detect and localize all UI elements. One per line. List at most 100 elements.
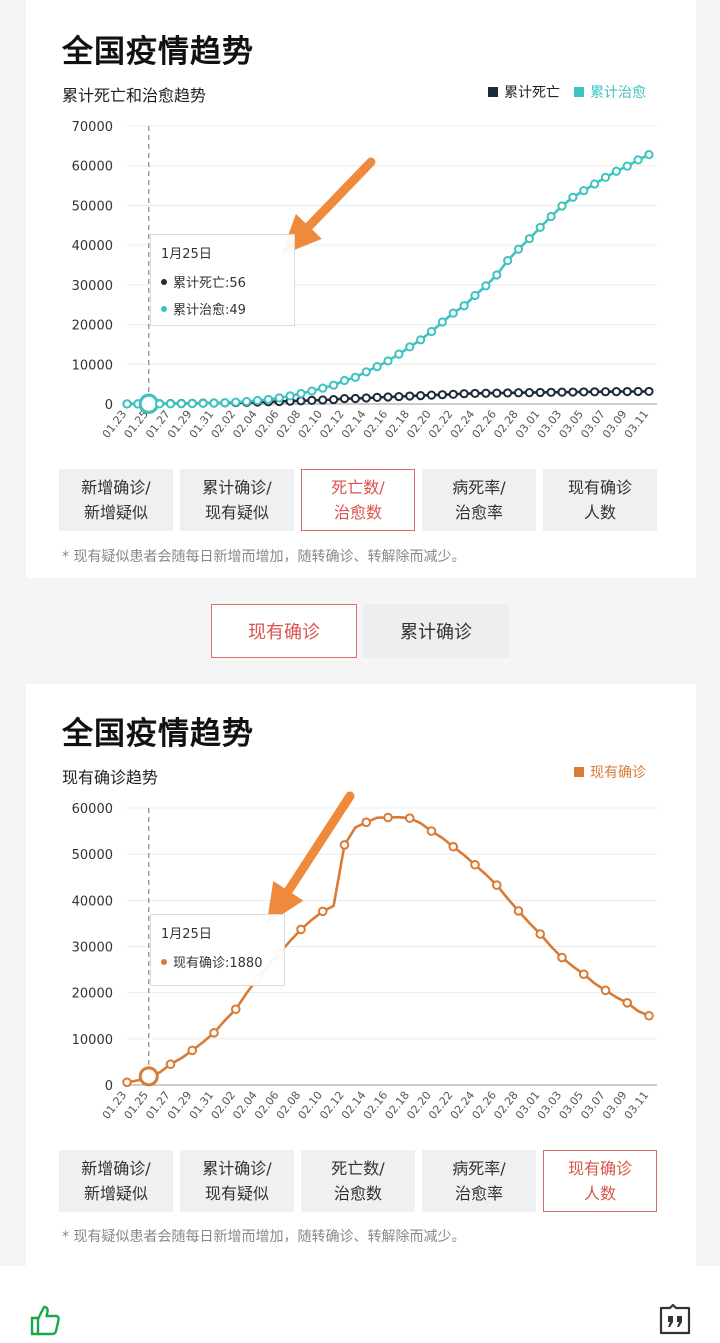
chart-tooltip: 1月25日 累计死亡:56 累计治愈:49 [150,234,295,326]
data-point [568,387,578,397]
data-point [568,192,578,202]
data-point [404,813,415,823]
data-point [633,155,643,165]
y-tick-label: 50000 [72,199,113,214]
data-point [339,375,350,386]
data-point [557,952,567,963]
data-point [405,391,415,401]
data-point [405,342,415,352]
data-point [122,1077,132,1088]
data-point [394,349,404,359]
quote-comment-icon[interactable] [658,1304,692,1336]
thumbs-up-icon[interactable] [28,1303,62,1337]
tab-cumulative-confirmed[interactable]: 累计确诊 [363,604,509,658]
data-point [307,395,317,405]
data-point [318,395,328,405]
tooltip-value: 现有确诊:1880 [173,956,263,971]
y-tick-label: 0 [105,1079,113,1094]
y-tick-label: 10000 [72,358,113,373]
footnote: * 现有疑似患者会随每日新增而增加，随转确诊、转解除而减少。 [62,549,466,565]
metric-button-row: 新增确诊/ 新增疑似 累计确诊/ 现有疑似 死亡数/ 治愈数 病死率/ 治愈率 … [59,1150,657,1212]
tab-current-confirmed[interactable]: 现有确诊 [211,604,357,658]
data-point [416,390,426,401]
data-point [546,387,556,397]
data-point [535,222,545,233]
view-tabs: 现有确诊 累计确诊 [211,604,509,658]
data-point [350,393,360,404]
current-confirmed-line-chart[interactable]: 010000200003000040000500006000001.2301.2… [26,684,696,1144]
data-point [448,389,458,399]
data-point [579,387,589,397]
legend-label: 累计治愈 [590,85,646,101]
data-point [491,880,502,890]
data-point [339,840,350,850]
data-point [329,394,339,405]
legend-label: 累计死亡 [504,85,560,101]
highlight-point [138,1066,159,1087]
data-point [372,392,382,402]
deaths-cures-line-chart[interactable]: 01000020000300004000050000600007000001.2… [26,0,696,460]
data-point [524,388,534,398]
data-point [383,812,393,823]
data-point [459,301,469,311]
data-point [600,387,611,397]
metric-button-cumulative[interactable]: 累计确诊/ 现有疑似 [180,469,294,531]
data-point [209,398,219,408]
metric-button-current[interactable]: 现有确诊 人数 [543,1150,657,1212]
data-point [187,1045,198,1056]
data-point [644,386,654,397]
metric-button-current[interactable]: 现有确诊 人数 [543,469,657,531]
data-point [274,393,284,403]
legend-item-deaths[interactable]: 累计死亡 [488,82,560,102]
metric-button-rates[interactable]: 病死率/ 治愈率 [422,469,536,531]
tooltip-row-cures: 累计治愈:49 [161,299,284,318]
y-tick-label: 10000 [72,1033,113,1048]
metric-button-rates[interactable]: 病死率/ 治愈率 [422,1150,536,1212]
data-point [361,367,371,377]
y-tick-label: 40000 [72,239,113,254]
metric-button-cumulative[interactable]: 累计确诊/ 现有疑似 [180,1150,294,1212]
data-point [535,387,545,398]
data-point [318,383,328,393]
legend-item-cures[interactable]: 累计治愈 [574,82,646,102]
chart-legend: 累计死亡 累计治愈 [488,82,646,102]
data-point [622,386,632,397]
data-point [470,290,480,301]
y-tick-label: 0 [105,398,113,413]
tooltip-date: 1月25日 [161,247,212,262]
y-tick-label: 20000 [72,987,113,1002]
data-point [503,255,513,266]
y-tick-label: 60000 [72,802,113,817]
metric-button-new[interactable]: 新增确诊/ 新增疑似 [59,469,173,531]
tooltip-value: 累计治愈:49 [173,303,246,318]
metric-button-deaths-cures[interactable]: 死亡数/ 治愈数 [301,469,415,531]
data-point [590,387,600,397]
metric-button-deaths-cures[interactable]: 死亡数/ 治愈数 [301,1150,415,1212]
data-point [644,1010,654,1021]
data-point [437,317,447,327]
trend-card-current-confirmed: 全国疫情趋势 现有确诊趋势 现有确诊 0 10000 20000 30000 40000… [26,684,696,1266]
data-point [448,308,458,318]
chart-subtitle: 累计死亡和治愈趋势 [62,86,207,105]
data-point [448,841,459,852]
legend-swatch [574,87,584,97]
data-point [383,356,393,366]
legend-item-current[interactable]: 现有确诊 [574,762,646,782]
highlight-point [138,393,159,414]
data-point [633,386,643,397]
y-tick-label: 30000 [72,941,113,956]
card-title: 全国疫情趋势 [62,716,254,752]
data-point [590,179,600,189]
data-point [307,386,317,396]
data-point [426,826,437,836]
tooltip-row-current: 现有确诊:1880 [161,952,274,971]
metric-button-row: 新增确诊/ 新增疑似 累计确诊/ 现有疑似 死亡数/ 治愈数 病死率/ 治愈率 … [59,469,657,531]
data-point [600,172,611,182]
data-point [209,1028,219,1038]
data-point [578,969,589,980]
data-point [492,388,502,398]
data-point [383,392,393,402]
metric-button-new[interactable]: 新增确诊/ 新增疑似 [59,1150,173,1212]
tooltip-value: 累计死亡:56 [173,276,246,291]
data-point [317,906,328,917]
